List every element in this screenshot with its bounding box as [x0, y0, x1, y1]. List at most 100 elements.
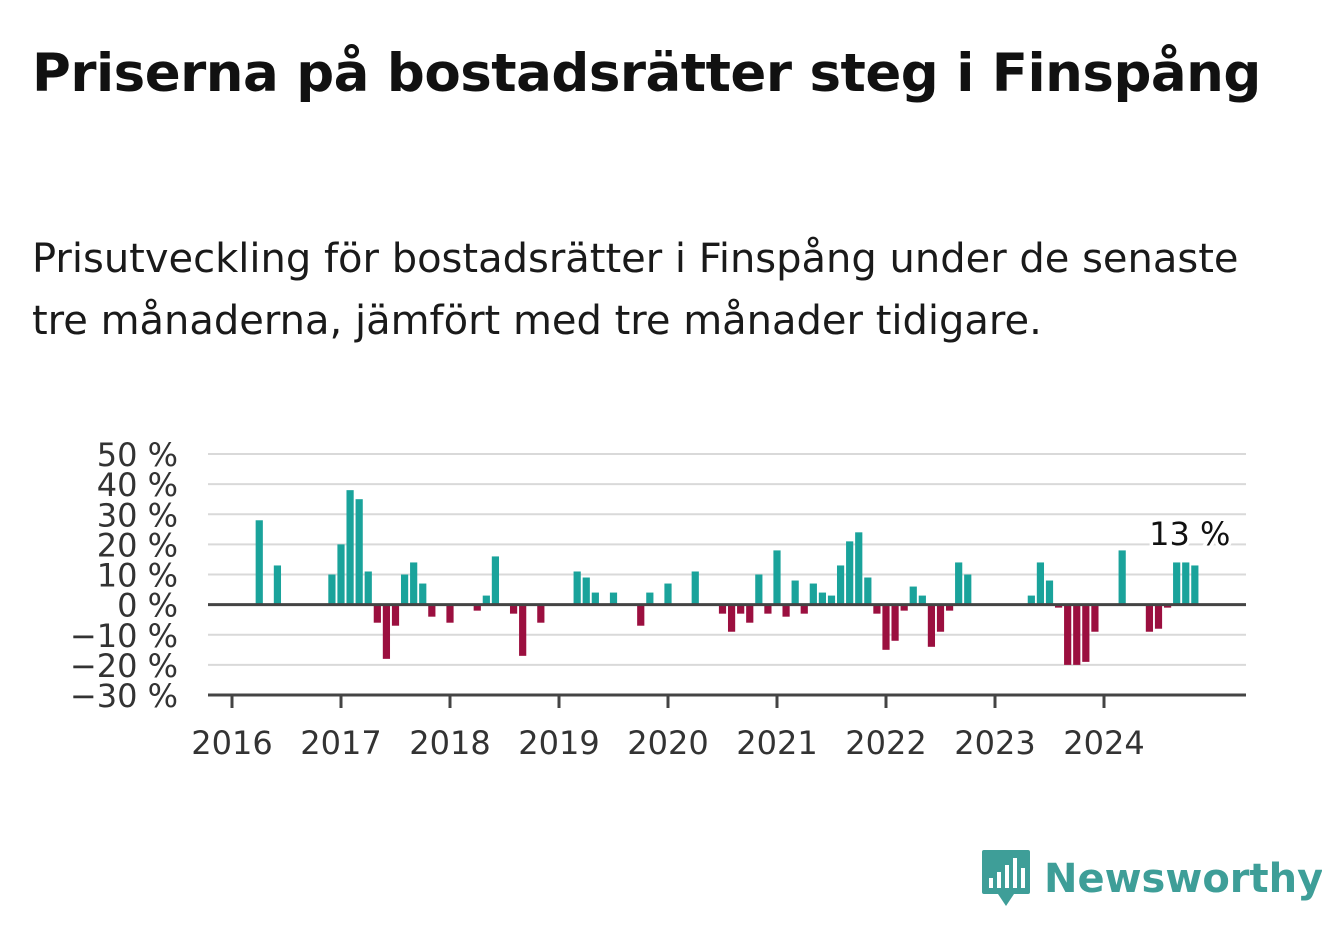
y-tick-label: 40 %: [97, 466, 178, 504]
y-tick-label: 20 %: [97, 526, 178, 564]
bar-2021-12: [873, 604, 881, 614]
bar-2016-12: [328, 574, 336, 605]
bar-2022-04: [909, 586, 917, 605]
grid-lines: [208, 453, 1246, 666]
bar-2020-10: [746, 604, 754, 623]
data-label-latest: 13 %: [1149, 515, 1230, 553]
bar-2023-10: [1073, 604, 1081, 665]
bar-2018-04: [473, 604, 481, 611]
y-tick-label: 50 %: [97, 436, 178, 474]
y-tick-label: 10 %: [97, 557, 178, 595]
newsworthy-logo-icon: [982, 850, 1030, 906]
bar-2019-03: [573, 571, 581, 605]
bar-2017-03: [355, 499, 363, 605]
bar-2021-05: [809, 583, 817, 605]
bar-2022-06: [927, 604, 936, 647]
bar-2023-06: [1036, 562, 1045, 605]
bar-2023-07: [1045, 580, 1054, 605]
x-tick-label: 2022: [845, 724, 926, 762]
bar-2022-03: [900, 604, 908, 611]
bar-2024-09: [1173, 562, 1181, 605]
newsworthy-brand[interactable]: Newsworthy: [980, 848, 1322, 910]
bar-2022-05: [918, 595, 926, 605]
bar-2016-04: [255, 520, 263, 605]
bar-2024-10: [1182, 562, 1190, 605]
bar-2022-09: [955, 562, 963, 605]
y-tick-label: 30 %: [97, 496, 178, 534]
x-tick-label: 2021: [736, 724, 817, 762]
chart-subtitle: Prisutveckling för bostadsrätter i Finsp…: [32, 236, 1239, 344]
bar-2023-11: [1082, 604, 1090, 662]
bar-2022-01: [882, 604, 890, 650]
bar-2016-06: [273, 565, 282, 605]
y-tick-label: −20 %: [70, 647, 178, 685]
chart-title: Priserna på bostadsrätter steg i Finspån…: [32, 43, 1261, 104]
x-tick-label: 2020: [627, 724, 708, 762]
bar-2019-04: [582, 577, 590, 605]
bar-2021-01: [773, 550, 781, 605]
bar-2024-08: [1163, 604, 1172, 608]
bar-2024-11: [1191, 565, 1199, 605]
x-tick-label: 2017: [300, 724, 381, 762]
axis-labels: 50 %40 %30 %20 %10 %0 %−10 %−20 %−30 % 20…: [70, 436, 1145, 762]
bar-2017-08: [400, 574, 409, 605]
x-tick-label: 2024: [1063, 724, 1144, 762]
bar-2021-08: [836, 565, 845, 605]
bar-2019-10: [637, 604, 645, 626]
bar-2017-07: [391, 604, 400, 626]
bar-2020-11: [755, 574, 763, 605]
bar-2019-11: [646, 592, 654, 605]
bar-2022-07: [936, 604, 945, 632]
brand-name: Newsworthy: [1044, 856, 1322, 902]
bar-2018-11: [537, 604, 545, 623]
bar-2023-05: [1027, 595, 1035, 605]
bar-2018-01: [446, 604, 454, 623]
x-tick-label: 2018: [409, 724, 490, 762]
x-tick-label: 2019: [518, 724, 599, 762]
bar-2017-10: [419, 583, 427, 605]
bar-2022-10: [964, 574, 972, 605]
bar-2021-04: [800, 604, 808, 614]
bar-2024-06: [1145, 604, 1154, 632]
bar-2021-09: [846, 541, 854, 605]
bar-2020-07: [718, 604, 727, 614]
bar-2018-06: [491, 556, 500, 605]
bar-2023-12: [1091, 604, 1099, 632]
bar-2024-03: [1118, 550, 1126, 605]
bar-2021-07: [827, 595, 836, 605]
y-tick-label: −10 %: [70, 617, 178, 655]
bar-2023-09: [1064, 604, 1072, 665]
bar-2020-08: [727, 604, 736, 632]
bar-2019-07: [609, 592, 618, 605]
axes: [208, 603, 1246, 708]
bar-2019-05: [591, 592, 599, 605]
bars: [255, 490, 1199, 665]
bar-2018-05: [482, 595, 490, 605]
y-tick-label: 0 %: [117, 587, 178, 625]
bar-2017-01: [337, 544, 345, 605]
bar-2020-09: [737, 604, 745, 614]
bar-2020-12: [764, 604, 772, 614]
y-tick-label: −30 %: [70, 677, 178, 715]
x-tick-label: 2023: [954, 724, 1035, 762]
bar-2022-02: [891, 604, 899, 641]
bar-2023-08: [1054, 604, 1063, 608]
bar-2021-02: [782, 604, 790, 617]
annotations: 13 %: [1146, 512, 1234, 557]
bar-2017-04: [364, 571, 372, 605]
bar-2020-04: [691, 571, 699, 605]
bar-2017-06: [382, 604, 391, 659]
bar-2017-09: [410, 562, 418, 605]
bar-2024-07: [1154, 604, 1163, 629]
bar-2020-01: [664, 583, 672, 605]
bar-2021-03: [791, 580, 799, 605]
bar-2021-11: [864, 577, 872, 605]
bar-2018-08: [509, 604, 518, 614]
bar-2017-11: [428, 604, 436, 617]
bar-2022-08: [945, 604, 954, 611]
bar-2017-02: [346, 490, 354, 605]
bar-2018-09: [519, 604, 527, 656]
bar-2021-10: [855, 532, 863, 605]
x-tick-label: 2016: [191, 724, 272, 762]
